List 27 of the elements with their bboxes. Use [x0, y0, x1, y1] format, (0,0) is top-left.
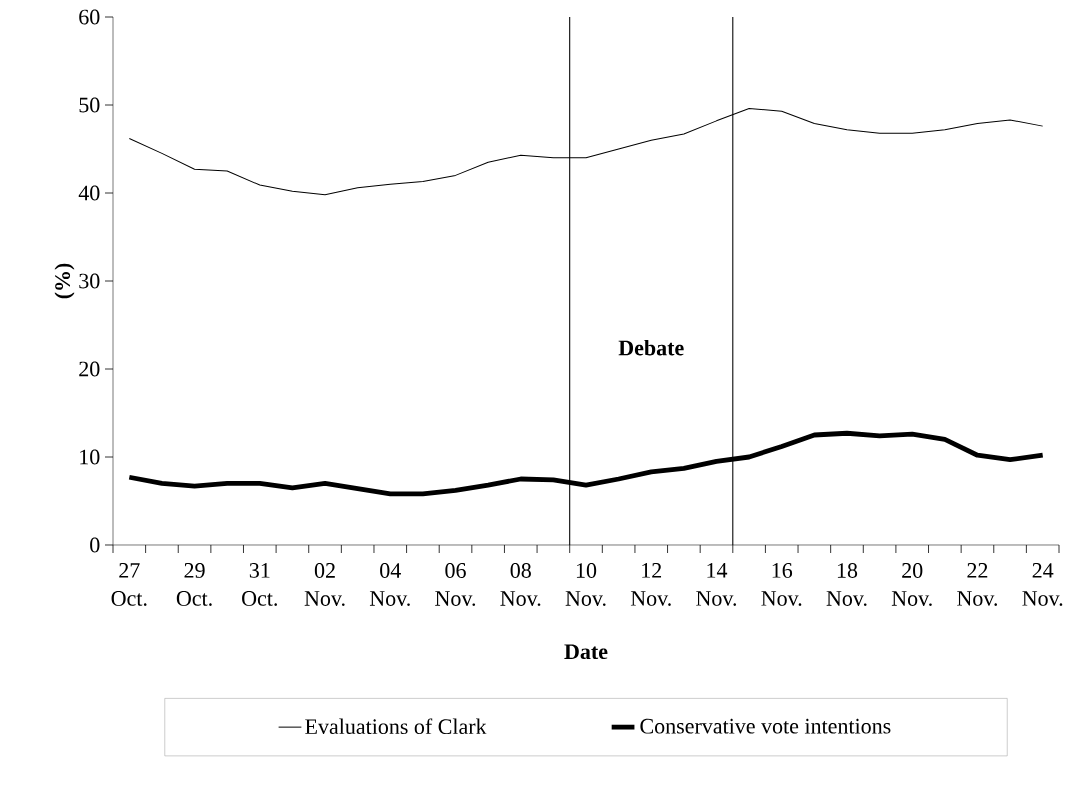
x-tick-label: 18 Nov.	[826, 563, 867, 606]
y-tick-label: 30	[79, 273, 100, 289]
y-tick-label: 10	[80, 449, 100, 465]
x-tick-label: 14 Nov.	[696, 563, 737, 606]
x-tick-label: 24 Nov.	[1022, 563, 1063, 606]
x-tick-label: 27 Oct.	[111, 563, 147, 606]
x-tick-label: 29 Oct.	[176, 563, 212, 606]
y-tick-label: 0	[90, 537, 100, 553]
annotation: Debate	[618, 339, 684, 356]
y-tick-label: 20	[79, 361, 100, 377]
x-tick-label: 08 Nov.	[500, 563, 541, 606]
x-tick-label: 20 Nov.	[891, 563, 932, 606]
x-tick-label: 06 Nov.	[435, 563, 476, 606]
x-tick-label: 31 Oct.	[242, 563, 277, 606]
legend-label: Evaluations of Clark	[305, 718, 487, 735]
x-axis-title: Date	[564, 644, 608, 660]
y-tick-label: 50	[79, 97, 100, 113]
legend-label: Conservative vote intentions	[640, 718, 891, 734]
x-tick-label: 10 Nov.	[565, 563, 606, 606]
x-tick-label: 04 Nov.	[369, 563, 410, 606]
x-tick-label: 16 Nov.	[761, 563, 802, 606]
x-tick-label: 22 Nov.	[957, 563, 998, 606]
y-tick-label: 60	[79, 9, 100, 25]
x-tick-label: 02 Nov.	[304, 563, 345, 606]
x-tick-label: 12 Nov.	[630, 563, 671, 606]
y-axis-title: (%)	[54, 263, 75, 299]
y-tick-label: 40	[78, 185, 100, 201]
